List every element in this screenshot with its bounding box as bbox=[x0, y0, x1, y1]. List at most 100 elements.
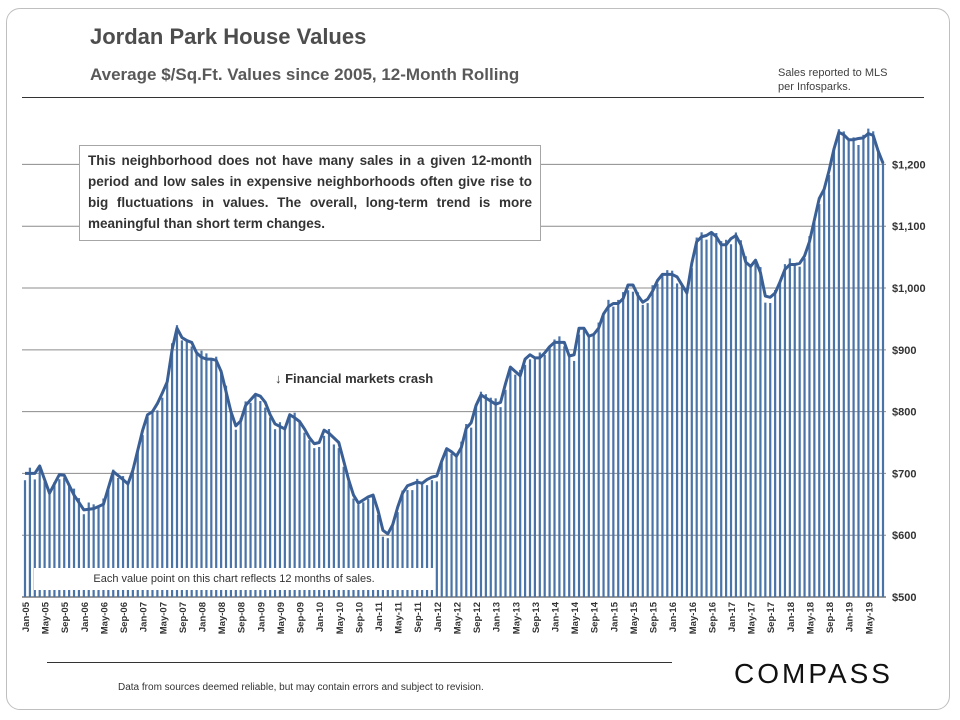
y-tick-label: $1,100 bbox=[892, 221, 926, 233]
x-tick-label: Jan-19 bbox=[845, 602, 856, 632]
bar bbox=[151, 411, 154, 597]
bar bbox=[386, 538, 389, 597]
x-tick-label: Sep-09 bbox=[296, 602, 307, 633]
bar bbox=[72, 488, 76, 597]
bar bbox=[200, 350, 203, 597]
bar bbox=[489, 397, 492, 597]
bar bbox=[739, 240, 742, 597]
bar bbox=[725, 239, 728, 598]
bar bbox=[82, 514, 85, 597]
x-tick-label: Jan-10 bbox=[315, 602, 326, 632]
bar bbox=[234, 429, 237, 597]
bar bbox=[131, 468, 134, 597]
x-tick-label: May-19 bbox=[864, 602, 875, 634]
bar bbox=[626, 290, 630, 597]
bar bbox=[136, 451, 139, 597]
y-tick-label: $600 bbox=[892, 530, 916, 542]
bar bbox=[33, 479, 36, 597]
bar bbox=[92, 504, 95, 597]
bar bbox=[425, 485, 429, 597]
bar bbox=[357, 504, 360, 597]
x-tick-label: May-07 bbox=[158, 602, 169, 634]
bar bbox=[239, 418, 242, 597]
bar bbox=[685, 288, 688, 597]
bar bbox=[754, 260, 757, 597]
bar bbox=[852, 137, 855, 598]
bar bbox=[876, 150, 880, 597]
bar bbox=[362, 502, 365, 597]
bar bbox=[720, 241, 723, 597]
bar bbox=[597, 322, 600, 597]
bar bbox=[269, 417, 272, 597]
bar bbox=[881, 161, 885, 597]
bar bbox=[107, 488, 110, 597]
bar bbox=[318, 447, 321, 597]
bar bbox=[313, 448, 316, 597]
bar bbox=[646, 303, 649, 597]
bar bbox=[528, 359, 532, 597]
x-tick-label: Sep-11 bbox=[413, 601, 424, 632]
bar bbox=[43, 481, 46, 597]
x-tick-label: Sep-05 bbox=[60, 601, 71, 633]
bar bbox=[749, 265, 752, 597]
bar bbox=[857, 144, 860, 597]
bar bbox=[671, 270, 674, 597]
bar bbox=[68, 484, 71, 597]
crash-annotation: ↓ Financial markets crash bbox=[275, 371, 434, 386]
bar bbox=[53, 482, 56, 597]
bar bbox=[641, 304, 644, 597]
bar bbox=[470, 427, 473, 597]
each-point-note: Each value point on this chart reflects … bbox=[34, 568, 434, 590]
top-divider bbox=[22, 97, 924, 98]
bar bbox=[818, 204, 821, 597]
bar bbox=[156, 410, 159, 597]
x-tick-label: Jan-09 bbox=[256, 602, 267, 632]
bar bbox=[141, 435, 144, 597]
bar bbox=[553, 339, 556, 597]
bar bbox=[146, 417, 149, 597]
bar bbox=[205, 353, 208, 597]
bar bbox=[744, 256, 747, 597]
bar bbox=[808, 236, 811, 597]
x-tick-label: May-09 bbox=[276, 602, 287, 634]
bar bbox=[376, 514, 380, 597]
bar bbox=[837, 129, 840, 597]
x-tick-label: May-08 bbox=[217, 602, 228, 634]
bar bbox=[244, 401, 247, 597]
bar bbox=[577, 334, 581, 597]
bar bbox=[656, 283, 659, 597]
bar bbox=[249, 402, 252, 597]
bar bbox=[710, 233, 713, 597]
bar bbox=[126, 483, 130, 597]
bar bbox=[631, 291, 635, 597]
x-tick-label: May-12 bbox=[452, 602, 463, 634]
bar bbox=[548, 345, 551, 597]
bar bbox=[543, 355, 546, 597]
bar bbox=[617, 299, 620, 597]
x-tick-label: May-10 bbox=[335, 602, 346, 634]
x-tick-label: Sep-18 bbox=[825, 602, 836, 633]
y-tick-label: $1,000 bbox=[892, 283, 926, 295]
bar bbox=[102, 498, 105, 597]
bar bbox=[734, 232, 738, 597]
bar bbox=[28, 467, 32, 597]
bar bbox=[474, 405, 478, 597]
x-tick-label: May-16 bbox=[688, 602, 699, 634]
bar bbox=[58, 479, 61, 597]
bar bbox=[273, 429, 277, 597]
x-tick-label: Sep-15 bbox=[649, 601, 660, 633]
bar bbox=[288, 416, 291, 597]
x-tick-label: May-18 bbox=[805, 602, 816, 634]
bar bbox=[372, 494, 375, 597]
bar bbox=[161, 397, 164, 597]
bar bbox=[602, 315, 605, 597]
bar bbox=[764, 302, 767, 597]
bar bbox=[229, 412, 233, 597]
bar bbox=[494, 398, 497, 597]
x-tick-label: Sep-17 bbox=[766, 602, 777, 633]
bar bbox=[391, 523, 394, 597]
x-tick-label: May-14 bbox=[570, 601, 581, 634]
bar bbox=[872, 131, 875, 597]
bar bbox=[479, 391, 483, 597]
bar bbox=[195, 351, 198, 597]
